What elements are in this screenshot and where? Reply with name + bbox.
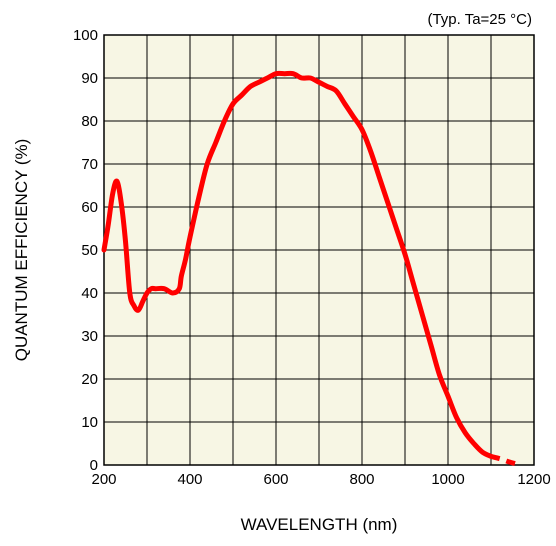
x-axis-title: WAVELENGTH (nm)	[241, 515, 398, 534]
condition-annotation: (Typ. Ta=25 °C)	[427, 11, 532, 28]
y-tick-label: 0	[90, 457, 98, 474]
y-tick-labels: 0 10 20 30 40 50 60 70 80 90 100	[73, 27, 98, 474]
series-line-dashed-extension	[490, 453, 518, 467]
x-tick-label: 1200	[517, 471, 550, 488]
x-tick-label: 400	[177, 471, 202, 488]
y-tick-label: 20	[81, 371, 98, 388]
x-tick-label: 200	[91, 471, 116, 488]
y-tick-label: 100	[73, 27, 98, 44]
y-tick-label: 90	[81, 70, 98, 87]
series-line-quantum-efficiency	[101, 70, 494, 459]
x-tick-label: 800	[349, 471, 374, 488]
y-tick-label: 80	[81, 113, 98, 130]
y-tick-label: 10	[81, 414, 98, 431]
x-tick-label: 600	[263, 471, 288, 488]
x-tick-label: 1000	[431, 471, 464, 488]
y-tick-label: 50	[81, 242, 98, 259]
x-tick-labels: 200 400 600 800 1000 1200	[91, 471, 550, 488]
y-axis-title: QUANTUM EFFICIENCY (%)	[12, 139, 31, 362]
series-group	[101, 70, 518, 467]
y-tick-label: 30	[81, 328, 98, 345]
y-tick-label: 40	[81, 285, 98, 302]
y-tick-label: 70	[81, 156, 98, 173]
y-tick-label: 60	[81, 199, 98, 216]
